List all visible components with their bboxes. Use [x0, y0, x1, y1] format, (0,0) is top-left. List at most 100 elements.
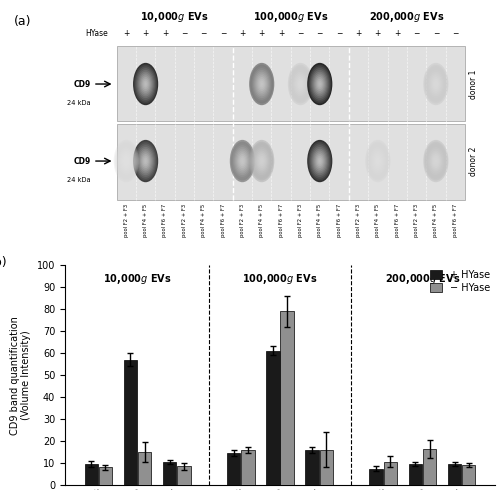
Text: 100,000$g$ EVs: 100,000$g$ EVs [253, 10, 328, 24]
Text: pool F2 + F3: pool F2 + F3 [356, 203, 361, 237]
Ellipse shape [256, 152, 267, 170]
Text: pool F4 + F5: pool F4 + F5 [318, 203, 322, 237]
Ellipse shape [314, 152, 325, 170]
Ellipse shape [428, 148, 443, 173]
Ellipse shape [140, 75, 151, 93]
Text: pool F4 + F5: pool F4 + F5 [259, 203, 264, 237]
Text: pool F2 + F3: pool F2 + F3 [124, 203, 129, 237]
Ellipse shape [232, 144, 253, 179]
Ellipse shape [424, 63, 448, 105]
Ellipse shape [426, 68, 446, 100]
Text: −: − [452, 29, 458, 38]
Text: −: − [220, 29, 226, 38]
Ellipse shape [258, 156, 265, 166]
Ellipse shape [430, 152, 441, 170]
Ellipse shape [138, 72, 153, 97]
Ellipse shape [140, 152, 151, 170]
Text: pool F4 + F5: pool F4 + F5 [201, 203, 206, 237]
Ellipse shape [258, 154, 266, 168]
Text: 200,000$g$ EVs: 200,000$g$ EVs [369, 10, 444, 24]
Ellipse shape [231, 142, 254, 180]
Ellipse shape [260, 82, 263, 86]
Ellipse shape [366, 142, 390, 180]
Ellipse shape [120, 150, 132, 172]
Ellipse shape [251, 66, 272, 101]
Ellipse shape [289, 65, 312, 103]
Ellipse shape [428, 72, 443, 97]
Text: HYase: HYase [85, 29, 108, 38]
Ellipse shape [260, 80, 264, 88]
Ellipse shape [430, 150, 442, 172]
Bar [116, 46, 465, 121]
Ellipse shape [140, 150, 152, 172]
Text: 200,000$g$ EVs: 200,000$g$ EVs [384, 271, 460, 286]
Ellipse shape [133, 63, 158, 105]
Text: −: − [316, 29, 323, 38]
Ellipse shape [142, 156, 149, 166]
Ellipse shape [142, 79, 149, 89]
Text: pool F6 + F7: pool F6 + F7 [336, 203, 342, 237]
Text: pool F2 + F3: pool F2 + F3 [298, 203, 303, 237]
Text: +: + [123, 29, 130, 38]
Text: CD9: CD9 [74, 156, 91, 166]
Ellipse shape [118, 147, 134, 175]
Text: −: − [181, 29, 188, 38]
Ellipse shape [307, 140, 332, 182]
Bar [84, 464, 98, 485]
Ellipse shape [114, 140, 139, 182]
Ellipse shape [122, 154, 130, 168]
Ellipse shape [432, 156, 439, 166]
Text: pool F4 + F5: pool F4 + F5 [143, 203, 148, 237]
Ellipse shape [142, 154, 150, 168]
Ellipse shape [254, 148, 269, 173]
Ellipse shape [242, 159, 244, 163]
Bar [241, 450, 254, 485]
Text: pool F6 + F7: pool F6 + F7 [162, 203, 168, 237]
Ellipse shape [236, 150, 248, 172]
Bar [306, 450, 319, 485]
Ellipse shape [256, 150, 268, 172]
Text: pool F6 + F7: pool F6 + F7 [220, 203, 226, 237]
Ellipse shape [234, 147, 251, 175]
Bar [99, 467, 112, 485]
Text: 100,000$g$ EVs: 100,000$g$ EVs [242, 271, 318, 286]
Ellipse shape [142, 77, 150, 91]
Ellipse shape [254, 72, 269, 97]
Legend: + HYase, − HYase: + HYase, − HYase [430, 270, 490, 293]
Ellipse shape [135, 144, 156, 179]
Ellipse shape [293, 72, 308, 97]
Ellipse shape [426, 144, 446, 179]
Bar [124, 360, 137, 485]
Ellipse shape [295, 75, 306, 93]
Ellipse shape [312, 147, 328, 175]
Ellipse shape [233, 145, 252, 177]
Ellipse shape [292, 70, 309, 98]
Ellipse shape [424, 142, 448, 180]
Ellipse shape [251, 144, 272, 179]
Ellipse shape [307, 63, 332, 105]
Ellipse shape [434, 157, 438, 165]
Text: 24 kDa: 24 kDa [67, 177, 91, 183]
Ellipse shape [314, 150, 326, 172]
Ellipse shape [428, 147, 444, 175]
Ellipse shape [318, 159, 321, 163]
Bar [177, 466, 190, 485]
Text: donor 1: donor 1 [469, 69, 478, 98]
Ellipse shape [370, 148, 385, 173]
Text: +: + [374, 29, 381, 38]
Ellipse shape [430, 75, 441, 93]
Ellipse shape [368, 144, 388, 179]
Ellipse shape [374, 156, 381, 166]
Ellipse shape [249, 63, 274, 105]
Ellipse shape [316, 79, 323, 89]
Ellipse shape [424, 140, 448, 182]
Text: CD9: CD9 [74, 79, 91, 89]
Ellipse shape [318, 82, 321, 86]
Text: +: + [394, 29, 400, 38]
Ellipse shape [123, 156, 130, 166]
Bar [280, 311, 294, 485]
Ellipse shape [372, 150, 384, 172]
Text: +: + [356, 29, 362, 38]
Ellipse shape [137, 70, 154, 98]
Ellipse shape [252, 68, 271, 100]
